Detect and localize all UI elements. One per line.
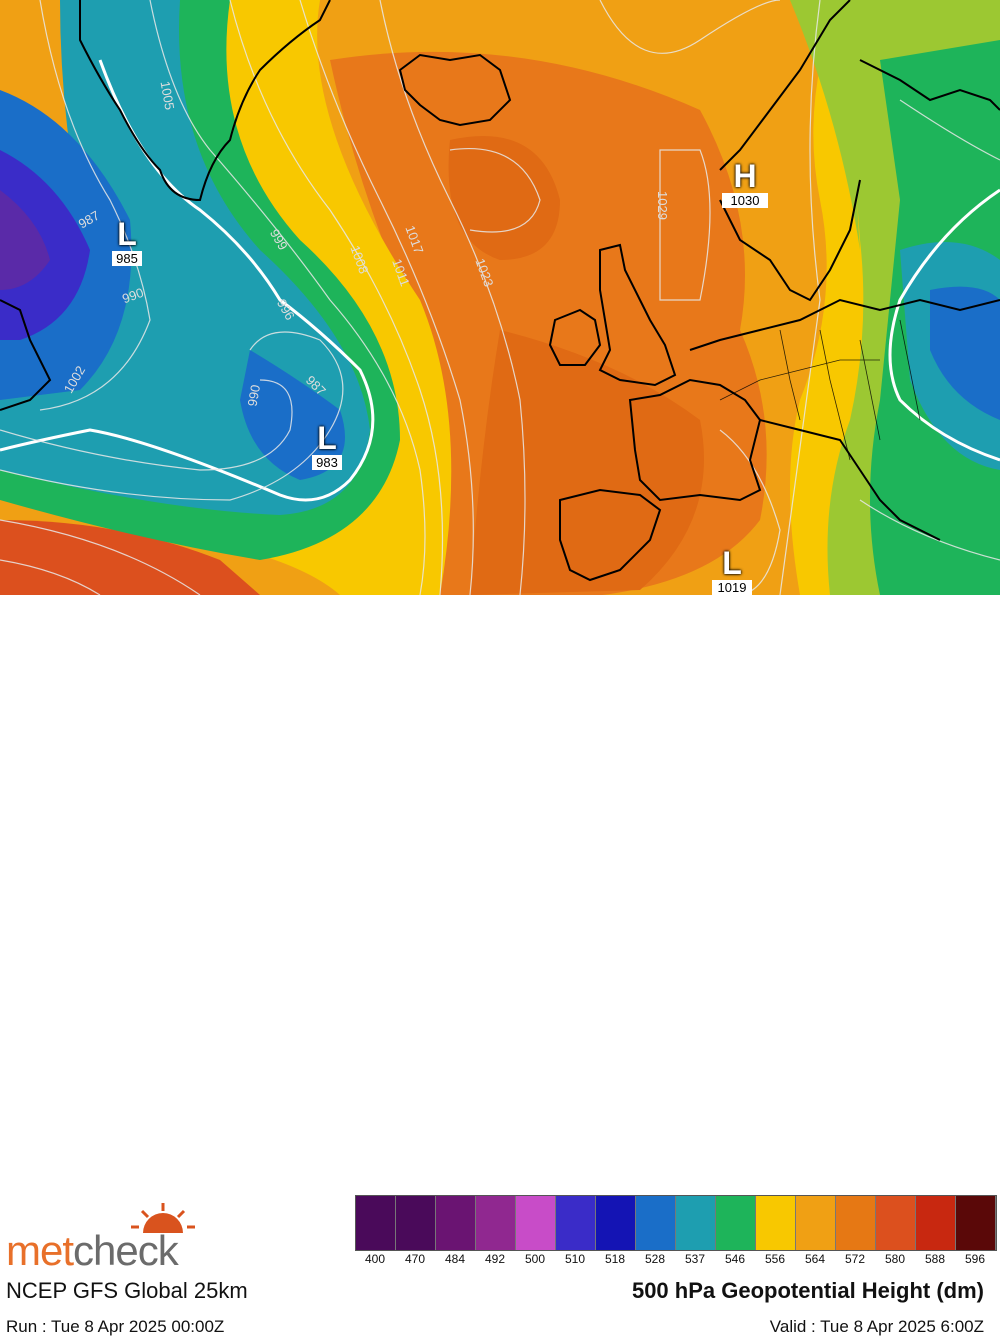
isobar-label: 1029 <box>654 191 670 220</box>
scale-swatch <box>756 1196 796 1250</box>
scale-tick-label: 546 <box>724 1252 746 1266</box>
scale-tick-label: 564 <box>804 1252 826 1266</box>
scale-swatch <box>836 1196 876 1250</box>
scale-swatch <box>516 1196 556 1250</box>
scale-tick-label: 518 <box>604 1252 626 1266</box>
scale-tick-label: 510 <box>564 1252 586 1266</box>
color-scale-labels: 400 470 484 492 500 510 518 528 537 546 556 564 572 5… <box>355 1252 995 1266</box>
scale-tick-label: 588 <box>924 1252 946 1266</box>
chart-title: 500 hPa Geopotential Height (dm) <box>631 1278 984 1303</box>
scale-tick-label: 596 <box>964 1252 986 1266</box>
run-time: Run : Tue 8 Apr 2025 00:00Z <box>6 1317 225 1336</box>
scale-swatch <box>956 1196 996 1250</box>
scale-tick-label: 572 <box>844 1252 866 1266</box>
low-pressure-marker: L 1019 <box>712 545 752 595</box>
geopotential-map <box>0 0 1000 595</box>
scale-swatch <box>476 1196 516 1250</box>
scale-tick-label: 580 <box>884 1252 906 1266</box>
scale-swatch <box>796 1196 836 1250</box>
high-pressure-marker: H 1030 <box>722 158 768 208</box>
metcheck-logo: metcheck <box>6 1227 179 1274</box>
color-scale <box>355 1195 997 1251</box>
footer: metcheck NCEP GFS Global 25km Run : Tue … <box>0 595 1000 1336</box>
scale-swatch <box>716 1196 756 1250</box>
scale-tick-label: 556 <box>764 1252 786 1266</box>
scale-tick-label: 400 <box>364 1252 386 1266</box>
scale-swatch <box>676 1196 716 1250</box>
pressure-value: 1019 <box>712 580 752 595</box>
scale-swatch <box>596 1196 636 1250</box>
pressure-value: 1030 <box>722 193 768 208</box>
scale-swatch <box>636 1196 676 1250</box>
model-name: NCEP GFS Global 25km <box>6 1278 248 1303</box>
scale-tick-label: 500 <box>524 1252 546 1266</box>
pressure-value: 983 <box>312 455 342 470</box>
scale-swatch <box>556 1196 596 1250</box>
scale-swatch <box>916 1196 956 1250</box>
scale-swatch <box>356 1196 396 1250</box>
scale-tick-label: 470 <box>404 1252 426 1266</box>
scale-tick-label: 537 <box>684 1252 706 1266</box>
scale-tick-label: 492 <box>484 1252 506 1266</box>
low-pressure-marker: L 985 <box>112 216 142 266</box>
scale-swatch <box>876 1196 916 1250</box>
valid-time: Valid : Tue 8 Apr 2025 6:00Z <box>769 1317 984 1336</box>
scale-swatch <box>396 1196 436 1250</box>
pressure-value: 985 <box>112 251 142 266</box>
scale-tick-label: 528 <box>644 1252 666 1266</box>
scale-swatch <box>436 1196 476 1250</box>
weather-map: L 985 L 983 H 1030 L 1019 987 990 1002 9… <box>0 0 1000 595</box>
low-pressure-marker: L 983 <box>312 420 342 470</box>
scale-tick-label: 484 <box>444 1252 466 1266</box>
